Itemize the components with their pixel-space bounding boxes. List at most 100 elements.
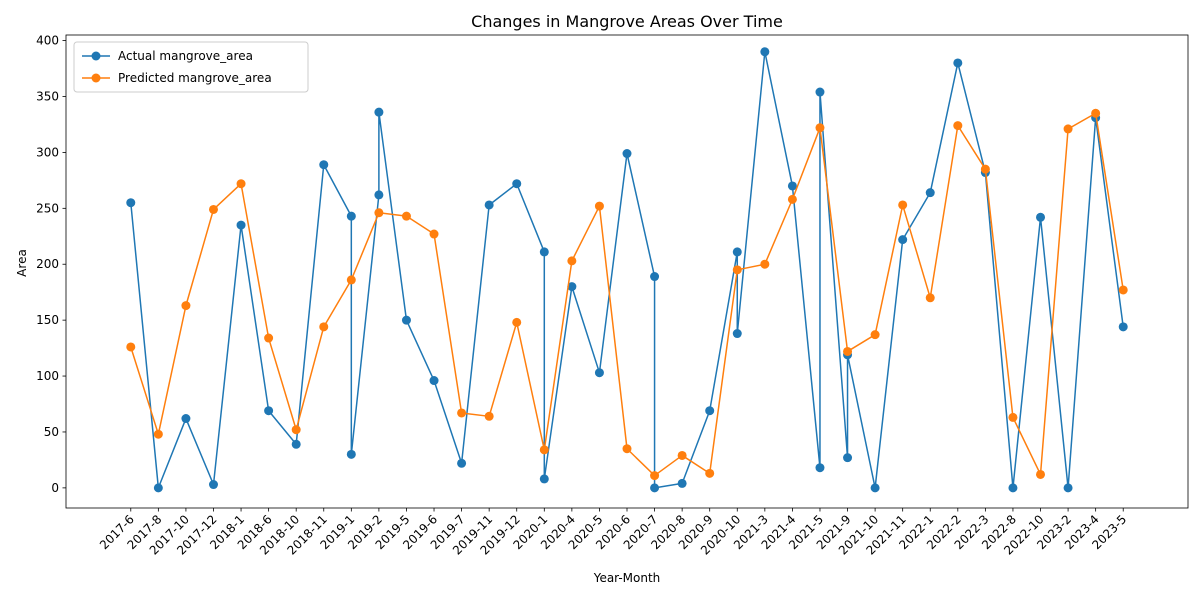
y-tick-label: 300	[36, 145, 59, 159]
series-line	[130, 51, 1124, 489]
data-point	[512, 317, 522, 327]
chart-title: Changes in Mangrove Areas Over Time	[471, 12, 783, 31]
data-point	[153, 429, 163, 439]
data-point	[760, 47, 770, 57]
data-point	[1036, 469, 1046, 479]
y-tick-label: 150	[36, 313, 59, 327]
data-point	[898, 235, 908, 245]
legend: Actual mangrove_area Predicted mangrove_a…	[73, 41, 309, 93]
data-point	[236, 220, 246, 230]
data-point	[732, 329, 742, 339]
data-point	[980, 164, 990, 174]
series-line	[130, 112, 1124, 477]
data-point	[705, 468, 715, 478]
data-point	[732, 247, 742, 257]
data-point	[319, 322, 329, 332]
data-point	[484, 200, 494, 210]
data-point	[346, 449, 356, 459]
legend-label: Actual mangrove_area	[118, 49, 253, 63]
data-point	[732, 265, 742, 275]
data-point	[677, 450, 687, 460]
data-point	[319, 160, 329, 170]
data-point	[953, 58, 963, 68]
legend-marker	[91, 73, 101, 83]
data-point	[1008, 483, 1018, 493]
data-point	[374, 107, 384, 117]
data-point	[126, 342, 136, 352]
data-point	[512, 179, 522, 189]
data-point	[1063, 483, 1073, 493]
data-point	[429, 376, 439, 386]
data-point	[539, 474, 549, 484]
data-point	[401, 315, 411, 325]
data-point	[264, 333, 274, 343]
data-point	[1091, 108, 1101, 118]
data-point	[1036, 212, 1046, 222]
y-tick-label: 250	[36, 201, 59, 215]
data-point	[925, 188, 935, 198]
data-point	[291, 439, 301, 449]
data-point	[181, 414, 191, 424]
data-point	[870, 330, 880, 340]
y-tick-label: 350	[36, 90, 59, 104]
data-point	[539, 445, 549, 455]
y-axis-ticks: 0 50 100 150 200 250 300 350 400	[36, 34, 66, 495]
data-point	[374, 208, 384, 218]
data-point	[843, 453, 853, 463]
data-point	[429, 229, 439, 239]
data-point	[650, 483, 660, 493]
data-point	[236, 179, 246, 189]
data-point	[567, 282, 577, 292]
x-axis-ticks: 2017-62017-82017-102017-122018-12018-620…	[97, 508, 1129, 558]
data-point	[787, 181, 797, 191]
plot-frame	[65, 34, 1189, 509]
y-tick-label: 200	[36, 257, 59, 271]
data-point	[953, 121, 963, 131]
data-point	[1008, 412, 1018, 422]
legend-box	[73, 41, 309, 93]
data-point	[898, 200, 908, 210]
data-point	[374, 190, 384, 200]
data-point	[815, 123, 825, 133]
data-point	[705, 406, 715, 416]
data-point	[870, 483, 880, 493]
y-tick-label: 100	[36, 369, 59, 383]
data-point	[760, 259, 770, 269]
data-point	[925, 293, 935, 303]
data-point	[126, 198, 136, 208]
data-point	[567, 256, 577, 266]
data-point	[457, 458, 467, 468]
data-point	[346, 275, 356, 285]
data-point	[1063, 124, 1073, 134]
data-point	[264, 406, 274, 416]
data-point	[153, 483, 163, 493]
data-point	[208, 204, 218, 214]
data-point	[815, 87, 825, 97]
data-point	[484, 411, 494, 421]
y-axis-label: Area	[15, 249, 29, 277]
legend-marker	[91, 51, 101, 61]
data-point	[787, 194, 797, 204]
data-point	[1118, 322, 1128, 332]
data-point	[539, 247, 549, 257]
data-point	[650, 471, 660, 481]
legend-item: Actual mangrove_area	[82, 49, 253, 63]
data-point	[815, 463, 825, 473]
data-point	[594, 201, 604, 211]
data-point	[843, 346, 853, 356]
data-point	[291, 425, 301, 435]
data-point	[401, 211, 411, 221]
data-point	[594, 368, 604, 378]
legend-item: Predicted mangrove_area	[82, 71, 272, 85]
data-point	[650, 272, 660, 282]
y-tick-label: 400	[36, 34, 59, 48]
data-point	[622, 149, 632, 159]
data-point	[346, 211, 356, 221]
data-point	[457, 408, 467, 418]
data-point	[677, 478, 687, 488]
data-point	[622, 444, 632, 454]
x-axis-label: Year-Month	[593, 571, 661, 585]
y-tick-label: 0	[51, 481, 59, 495]
